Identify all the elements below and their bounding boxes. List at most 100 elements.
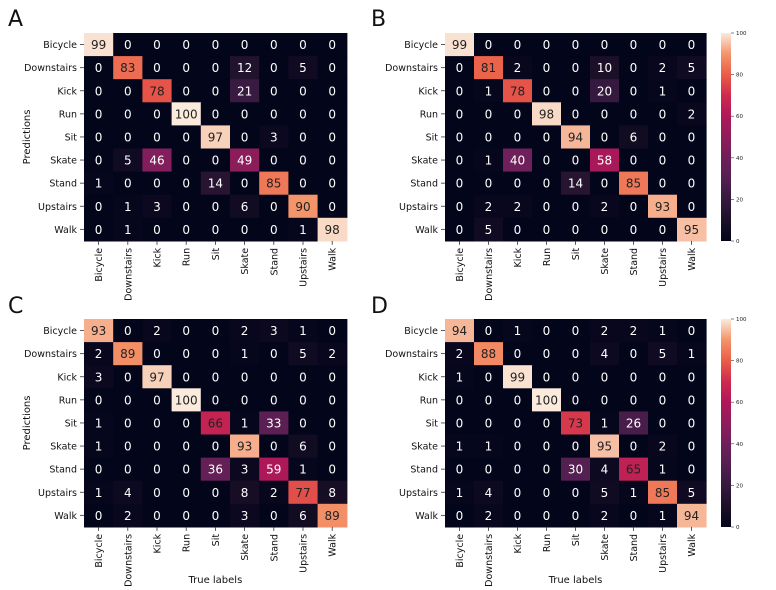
y-axis-title: Predictions [22,396,33,451]
cell-value-label: 98 [539,107,554,121]
heatmap-cell [317,79,348,103]
heatmap-cell [619,388,649,412]
heatmap-cell [317,480,348,505]
heatmap-cell [503,217,533,242]
x-tick-label: Stand [269,534,280,562]
heatmap-cell [590,102,620,126]
heatmap-cell [288,319,319,343]
heatmap-cell [474,503,504,528]
heatmap-cell [142,503,173,528]
heatmap-cell [259,217,289,242]
x-tick-label: Skate [240,248,251,275]
cell-value-label: 4 [124,486,132,500]
heatmap-cell [317,33,348,57]
cell-value-label: 1 [485,440,493,454]
heatmap-cell [171,365,202,389]
heatmap-cell [474,434,504,459]
cell-value-label: 0 [485,370,493,384]
heatmap-cell [648,79,678,103]
heatmap-cell [317,217,348,242]
heatmap-cell [230,342,260,366]
cell-value-label: 78 [149,84,164,98]
cell-value-label: 66 [208,416,223,430]
heatmap-cell [200,342,231,366]
cell-value-label: 5 [299,61,307,75]
cell-value-label: 3 [270,324,278,338]
cell-value-label: 1 [659,463,667,477]
heatmap-cell [532,434,562,459]
heatmap-cell [200,365,231,389]
cell-value-label: 0 [456,200,464,214]
cell-value-label: 2 [241,324,249,338]
y-tick-label: Bicycle [43,326,77,337]
heatmap-cell [84,171,114,196]
cell-value-label: 0 [153,107,161,121]
cell-value-label: 0 [95,107,103,121]
heatmap-cell [677,33,707,57]
cell-value-label: 1 [299,463,307,477]
heatmap-cell [142,79,173,103]
cell-value-label: 2 [328,347,336,361]
cell-value-label: 1 [514,324,522,338]
cell-value-label: 8 [241,486,249,500]
cell-value-label: 0 [241,38,249,52]
heatmap-cell [590,56,620,80]
cell-value-label: 0 [95,200,103,214]
heatmap-cell [171,434,202,459]
heatmap-cell [619,194,649,219]
cell-value-label: 0 [270,440,278,454]
cell-value-label: 0 [630,200,638,214]
heatmap-cell [532,171,562,196]
heatmap-cell [84,33,114,57]
heatmap-cell [677,148,707,173]
heatmap-cell [677,102,707,126]
heatmap-cell [648,171,678,196]
heatmap-cell [590,503,620,528]
heatmap-cell [142,411,173,436]
heatmap-cell [474,365,504,389]
cell-value-label: 0 [95,463,103,477]
cell-value-label: 0 [543,61,551,75]
heatmap-cell [677,503,707,528]
cell-value-label: 0 [182,84,190,98]
heatmap-cell [532,102,562,126]
cell-value-label: 0 [212,107,220,121]
y-tick-label: Kick [418,86,438,97]
heatmap-cell [200,148,231,173]
cell-value-label: 0 [182,154,190,168]
heatmap-cell [445,33,475,57]
heatmap-cell [230,434,260,459]
heatmap-cell [532,217,562,242]
heatmap-cell [648,56,678,80]
heatmap-cell [84,480,114,505]
cell-value-label: 0 [182,38,190,52]
cell-value-label: 0 [153,393,161,407]
cell-value-label: 0 [485,130,493,144]
heatmap-cell [503,411,533,436]
heatmap-cell [445,102,475,126]
cell-value-label: 98 [325,223,340,237]
heatmap-cell [259,125,289,150]
cell-value-label: 0 [95,223,103,237]
cell-value-label: 0 [182,200,190,214]
x-tick-label: Upstairs [299,248,310,287]
heatmap-cell [561,480,591,505]
heatmap-cell [84,319,114,343]
heatmap-cell [288,148,319,173]
heatmap-cell [503,171,533,196]
heatmap-cell [677,411,707,436]
y-tick-label: Downstairs [385,63,438,74]
cell-value-label: 0 [153,440,161,454]
colorbar-tick-label: 80 [736,73,743,79]
cell-value-label: 6 [630,130,638,144]
cell-value-label: 0 [212,84,220,98]
cell-value-label: 94 [684,509,699,523]
y-axis-title: Predictions [22,110,33,165]
heatmap-cell [532,480,562,505]
cell-value-label: 0 [182,324,190,338]
heatmap-cell [142,388,173,412]
cell-value-label: 0 [485,416,493,430]
cell-value-label: 0 [514,393,522,407]
cell-value-label: 0 [328,463,336,477]
cell-value-label: 2 [688,107,696,121]
